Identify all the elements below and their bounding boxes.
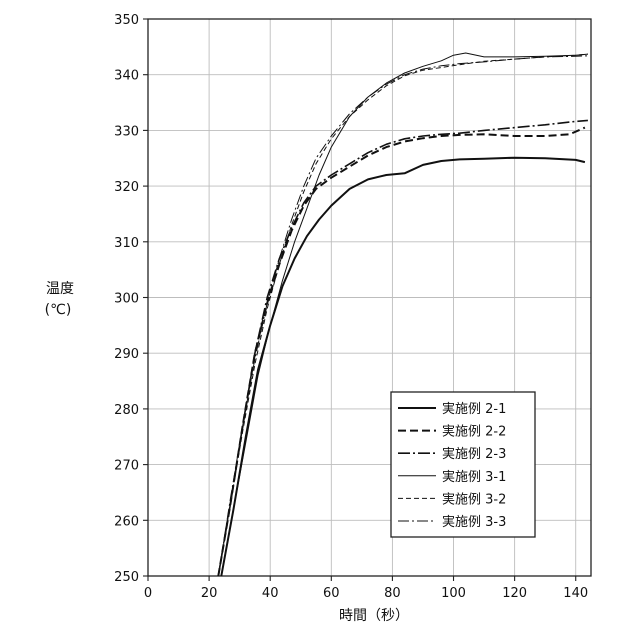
y-tick-label: 320 xyxy=(114,180,139,195)
x-tick-label: 20 xyxy=(201,586,218,601)
y-tick-label: 300 xyxy=(114,292,139,307)
x-tick-label: 140 xyxy=(563,586,588,601)
y-tick-label: 250 xyxy=(114,570,139,585)
y-tick-label: 260 xyxy=(114,514,139,529)
legend-label: 実施例 3-2 xyxy=(442,491,506,507)
legend: 実施例 2-1 実施例 2-2 実施例 2-3 実施例 3-1 実施例 3-2 実施例 3… xyxy=(391,392,535,537)
y-axis-title-line1: 温度 xyxy=(46,281,74,297)
x-tick-label: 80 xyxy=(384,586,401,601)
x-tick-label: 100 xyxy=(441,586,466,601)
x-tick-label: 0 xyxy=(144,586,152,601)
y-tick-label: 310 xyxy=(114,236,139,251)
y-tick-label: 340 xyxy=(114,69,139,84)
legend-label: 実施例 2-3 xyxy=(442,446,506,462)
y-tick-label: 330 xyxy=(114,124,139,139)
legend-label: 実施例 2-1 xyxy=(442,401,506,417)
legend-label: 実施例 3-1 xyxy=(442,469,506,485)
y-axis-title-line2: (℃) xyxy=(45,302,72,318)
y-tick-label: 290 xyxy=(114,347,139,362)
legend-label: 実施例 3-3 xyxy=(442,514,506,530)
y-tick-label: 270 xyxy=(114,459,139,474)
y-tick-label: 350 xyxy=(114,13,139,28)
x-tick-label: 120 xyxy=(502,586,527,601)
y-tick-label: 280 xyxy=(114,403,139,418)
x-tick-label: 40 xyxy=(262,586,279,601)
x-tick-label: 60 xyxy=(323,586,340,601)
x-axis-title: 時間（秒） xyxy=(339,608,409,624)
legend-label: 実施例 2-2 xyxy=(442,424,506,440)
